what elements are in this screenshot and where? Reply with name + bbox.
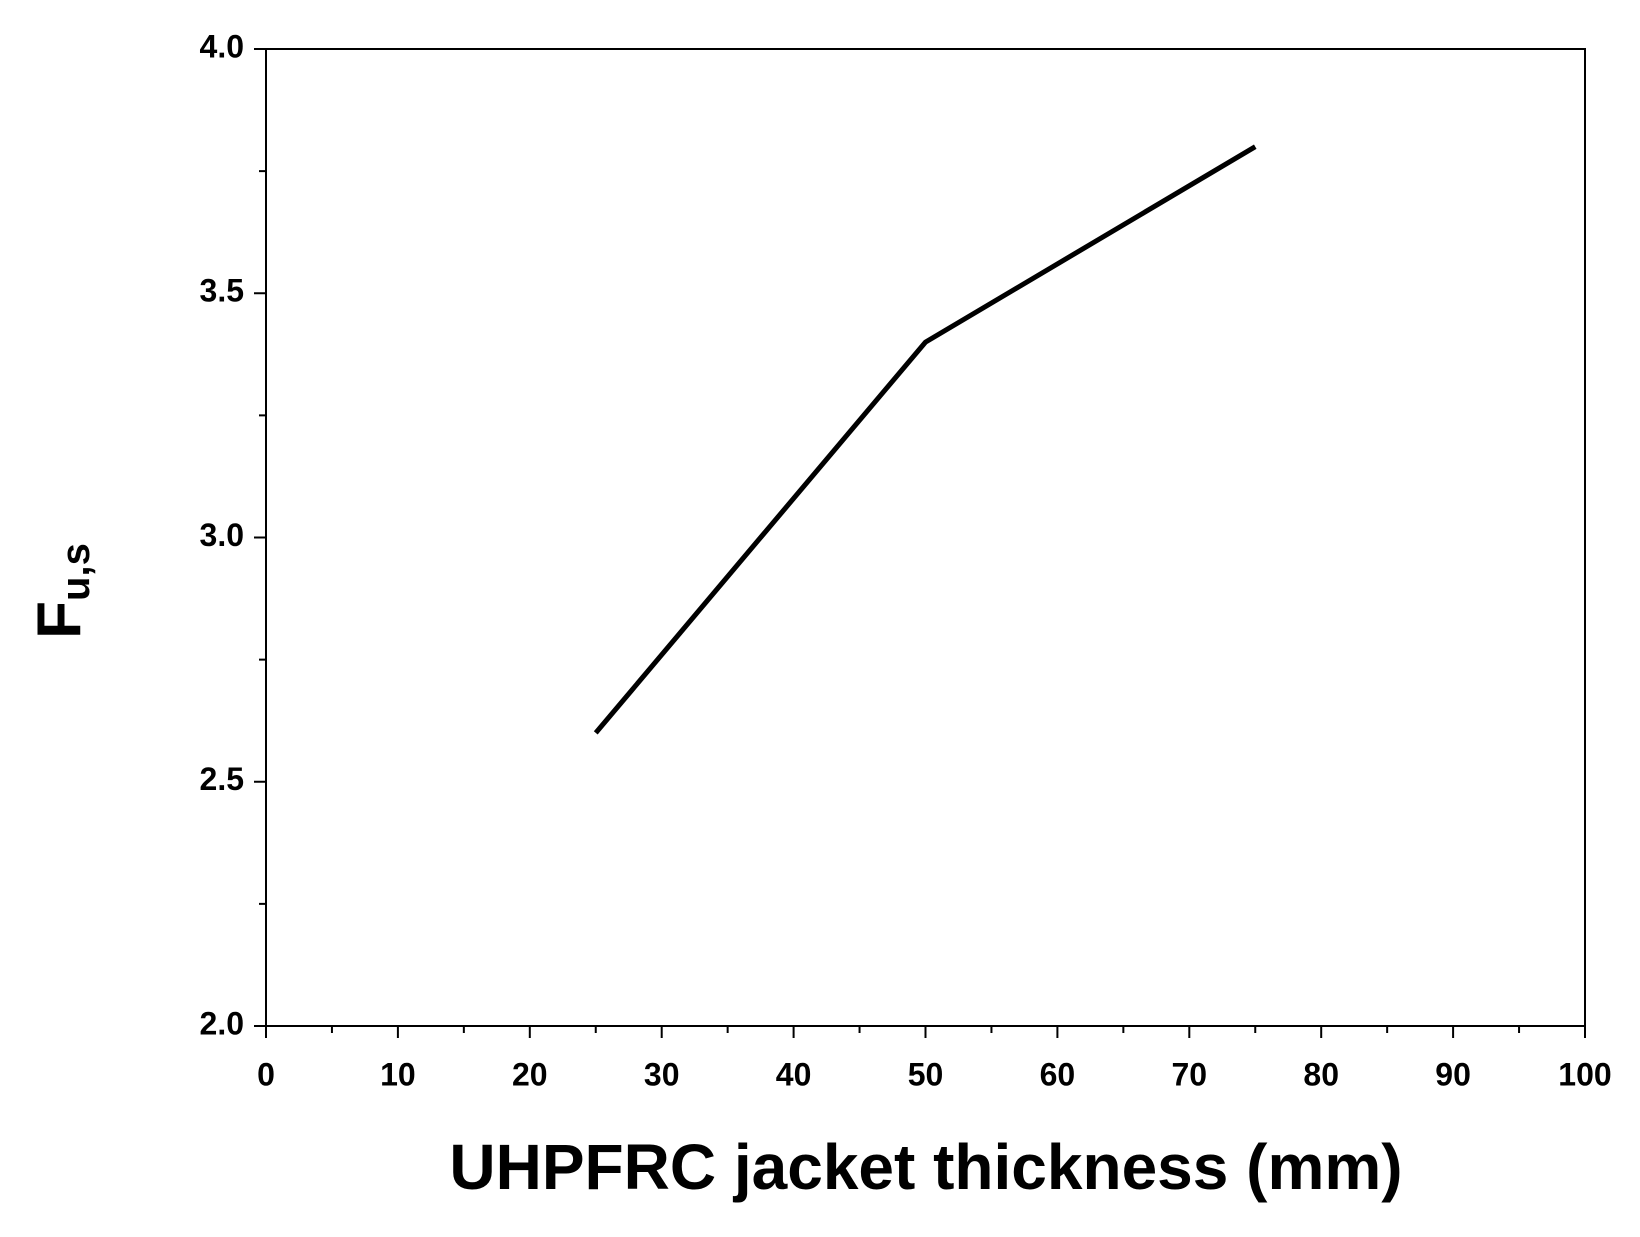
x-axis-label: UHPFRC jacket thickness (mm) [449,1131,1402,1203]
y-tick-label: 3.0 [200,517,244,553]
x-tick-label: 80 [1303,1056,1339,1092]
x-tick-label: 10 [380,1056,416,1092]
x-tick-label: 60 [1040,1056,1076,1092]
y-tick-label: 2.5 [200,761,244,797]
x-tick-label: 100 [1558,1056,1611,1092]
y-tick-label: 4.0 [200,28,244,64]
x-tick-label: 30 [644,1056,680,1092]
x-tick-label: 20 [512,1056,548,1092]
x-tick-label: 0 [257,1056,275,1092]
x-tick-label: 90 [1435,1056,1471,1092]
y-axis-label: Fu,s [25,543,97,639]
data-line [593,144,1257,735]
x-tick-label: 50 [908,1056,944,1092]
y-tick-label: 2.0 [200,1005,244,1041]
y-label-main: F [25,601,94,639]
plot-frame [265,48,1586,1027]
x-tick-label: 40 [776,1056,812,1092]
y-label-sub: u,s [54,543,98,601]
y-tick-label: 3.5 [200,273,244,309]
x-tick-label: 70 [1172,1056,1208,1092]
